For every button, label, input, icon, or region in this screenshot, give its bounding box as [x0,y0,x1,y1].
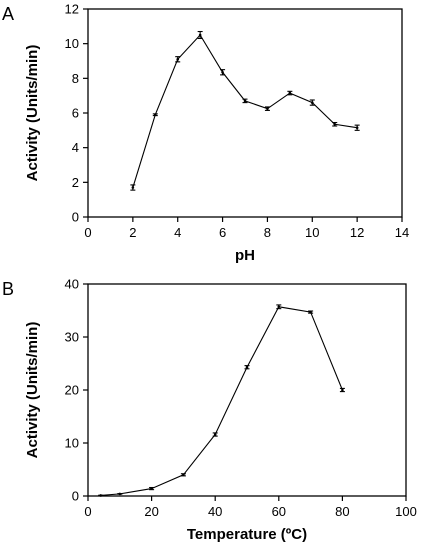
chart-a-data-point [131,186,135,189]
chart-b-data-point [245,365,249,369]
chart-b-y-tick-label: 30 [65,330,79,345]
chart-a-data-point [153,113,157,117]
chart-a-y-tick-label: 2 [72,175,79,190]
chart-b-data-point [99,494,103,497]
chart-b-x-tick-label: 80 [335,504,349,519]
chart-a-y-tick-label: 4 [72,140,79,155]
chart-a-x-tick-label: 4 [174,225,181,240]
chart-b-x-tick-label: 40 [208,504,222,519]
chart-a-series-line [132,34,358,188]
chart-b-series-line [100,306,343,497]
chart-b-x-axis-title: Temperature (ºC) [187,526,307,543]
chart-b-x-tick-label: 100 [395,504,417,519]
chart-b-y-tick-label: 40 [65,277,79,292]
chart-b-data-point [150,487,153,490]
chart-a-y-tick-label: 6 [72,106,79,121]
chart-a-data-point [333,122,337,126]
chart-a-data-point [198,33,202,37]
chart-b-y-tick-label: 0 [72,489,79,504]
chart-a-y-tick-label: 10 [65,36,79,51]
chart-b-y-tick-label: 20 [65,383,79,398]
chart-a-data-point [288,91,292,95]
chart-b-data-point [182,473,185,477]
chart-b-data-point [277,305,281,309]
chart-panel-a: 0 2 4 6 8 10 12 14 0 2 4 6 8 10 12 pH Activity (Units/mi… [24,2,409,265]
chart-a-y-tick-label: 12 [65,2,79,17]
chart-b-x-tick-label: 60 [272,504,286,519]
chart-a-y-axis-title: Activity (Units/min) [24,45,41,182]
chart-a-y-tick-label: 8 [72,71,79,86]
chart-a-data-point [266,107,269,110]
chart-a-x-tick-label: 12 [350,225,364,240]
chart-a-x-tick-label: 2 [129,225,136,240]
chart-a-x-axis-title: pH [235,247,255,264]
chart-b-plot-frame [87,283,407,497]
chart-a-data-point [243,99,247,103]
chart-a-data-point [176,57,180,61]
chart-panel-b: 0 20 40 60 80 100 0 10 20 30 40 Temperature (ºC) Act… [24,277,417,544]
chart-b-data-point [213,433,217,436]
chart-b-data-point [309,310,312,314]
chart-a-x-tick-label: 8 [264,225,271,240]
chart-a-x-tick-label: 0 [84,225,91,240]
chart-a-data-point [221,70,224,74]
chart-b-x-tick-label: 20 [144,504,158,519]
chart-b-x-tick-label: 0 [84,504,91,519]
chart-b-y-tick-label: 10 [65,436,79,451]
chart-a-x-tick-label: 6 [219,225,226,240]
chart-a-plot-frame [87,8,403,218]
chart-b-y-axis-title: Activity (Units/min) [24,322,41,459]
panel-label-b: B [2,279,14,299]
chart-a-x-tick-label: 10 [305,225,319,240]
chart-b-data-point [118,492,122,496]
chart-a-data-point [355,126,359,130]
chart-a-data-point [310,101,314,104]
chart-a-y-tick-label: 0 [72,210,79,225]
panel-label-a: A [2,4,14,24]
chart-a-x-tick-label: 14 [395,225,409,240]
chart-b-data-point [341,388,344,392]
